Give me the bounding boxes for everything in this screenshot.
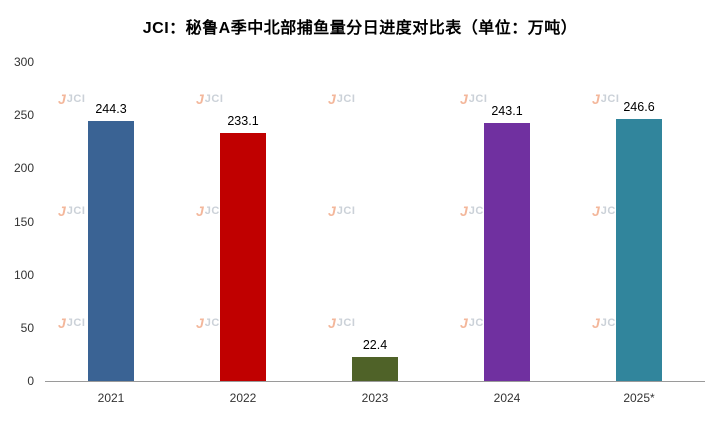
bar-slot: 243.1 2024 <box>484 62 530 405</box>
bar-2023 <box>352 357 398 381</box>
x-axis-category-label: 2024 <box>493 391 521 405</box>
y-axis-tick-label: 300 <box>13 55 34 69</box>
y-axis-tick-label: 250 <box>13 108 34 123</box>
y-axis: 0 50 100 150 200 250 300 <box>0 55 38 388</box>
x-axis-category-label: 2021 <box>97 391 125 405</box>
x-axis-category-label: 2025* <box>623 391 655 405</box>
x-axis-category-label: 2023 <box>361 391 389 405</box>
y-axis-tick-label: 50 <box>20 320 34 335</box>
y-axis-tick-label: 100 <box>13 267 34 282</box>
bar-slot: 246.6 2025* <box>616 62 662 405</box>
bar-value-label: 246.6 <box>623 99 655 114</box>
bar-value-label: 244.3 <box>95 102 127 117</box>
y-axis-tick-label: 150 <box>13 214 34 229</box>
chart-title: JCI：秘鲁A季中北部捕鱼量分日进度对比表（单位：万吨） <box>142 20 578 37</box>
bar-2024 <box>484 122 530 381</box>
plot-area: 0 50 100 150 200 250 300 244.3 2021 233.1 2022 22.… <box>14 55 705 405</box>
bar-2021 <box>88 121 134 381</box>
bar-2025* <box>616 118 662 381</box>
bar-value-label: 243.1 <box>491 103 523 118</box>
bar-slot: 22.4 2023 <box>352 62 398 405</box>
bar-value-label: 22.4 <box>362 338 388 353</box>
y-axis-tick-label: 200 <box>13 161 34 176</box>
bar-slot: 244.3 2021 <box>88 62 134 405</box>
bar-slot: 233.1 2022 <box>220 62 266 405</box>
y-axis-tick-label: 0 <box>27 374 34 388</box>
bar-2022 <box>220 133 266 381</box>
bars-area: 244.3 2021 233.1 2022 22.4 2023 243.1 2024 246.6… <box>45 62 705 405</box>
bar-value-label: 233.1 <box>227 114 259 129</box>
x-axis-category-label: 2022 <box>229 391 257 405</box>
